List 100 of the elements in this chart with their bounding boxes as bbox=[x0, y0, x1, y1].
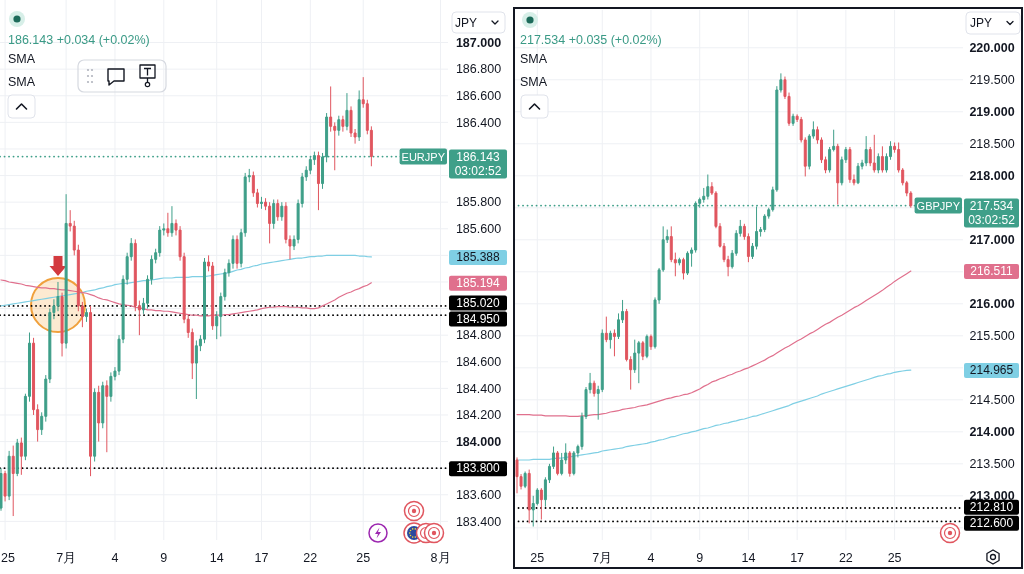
text: 216.511 bbox=[970, 264, 1014, 279]
x-tick-label: 8月 bbox=[430, 551, 451, 565]
line-series bbox=[516, 369, 912, 461]
candlestick bbox=[791, 113, 795, 127]
ref-line-label: 183.800 bbox=[456, 461, 501, 476]
text: 185.388 bbox=[456, 250, 501, 265]
text: 186.143 bbox=[456, 149, 501, 164]
candlestick bbox=[641, 340, 645, 361]
candlestick bbox=[3, 470, 7, 502]
y-tick-label: 187.000 bbox=[455, 35, 502, 50]
annotation: SMA bbox=[520, 75, 548, 89]
x-tick-label: 4 bbox=[111, 551, 119, 565]
y-tick-label: 215.500 bbox=[969, 329, 1015, 344]
candlestick bbox=[649, 334, 653, 351]
y-axis-title: JPY bbox=[970, 16, 993, 30]
y-tick-label: 184.800 bbox=[455, 328, 502, 343]
candlestick bbox=[608, 330, 612, 350]
text: 186.143 +0.034 (+0.02%) bbox=[8, 33, 150, 47]
y-axis-title: JPY bbox=[455, 16, 478, 30]
text: 217.534 +0.035 (+0.02%) bbox=[520, 33, 662, 47]
y-tick-label: 214.500 bbox=[969, 393, 1015, 408]
candlestick bbox=[268, 201, 272, 244]
line-series bbox=[516, 270, 912, 418]
candlestick bbox=[101, 381, 105, 429]
x-tick-label: 22 bbox=[838, 551, 853, 565]
y-tick-label: 184.600 bbox=[455, 355, 502, 370]
candlestick bbox=[677, 257, 681, 266]
line-series bbox=[0, 254, 372, 307]
annotation: SMA bbox=[8, 52, 36, 66]
x-tick-label: 9 bbox=[160, 551, 168, 565]
x-tick-label: 14 bbox=[209, 551, 224, 565]
candlestick bbox=[686, 250, 690, 276]
candlestick bbox=[19, 437, 23, 476]
candlestick bbox=[280, 201, 284, 222]
candlestick bbox=[357, 89, 361, 142]
candlestick bbox=[568, 450, 572, 478]
y-tick-label: 186.800 bbox=[455, 62, 502, 77]
candlestick bbox=[166, 212, 170, 238]
y-tick-label: 213.500 bbox=[969, 457, 1015, 472]
x-tick-label: 17 bbox=[790, 551, 805, 565]
candlestick bbox=[259, 196, 263, 210]
x-tick-label: 25 bbox=[530, 551, 545, 565]
y-tick-label: 220.000 bbox=[969, 41, 1015, 56]
ref-line-label: 212.810 bbox=[969, 500, 1014, 515]
candlestick bbox=[856, 162, 860, 185]
ref-line-label: EURJPY bbox=[401, 150, 446, 163]
candlestick bbox=[15, 438, 19, 477]
candlestick bbox=[592, 380, 596, 398]
candlestick bbox=[7, 450, 11, 501]
x-tick-label: 17 bbox=[254, 551, 269, 565]
y-tick-label: 185.800 bbox=[455, 195, 502, 210]
ref-line-label: 184.950 bbox=[456, 311, 501, 326]
annotation: SMA bbox=[8, 75, 36, 89]
y-tick-label: 218.000 bbox=[969, 169, 1015, 184]
y-tick-label: 218.500 bbox=[969, 137, 1015, 152]
candlestick bbox=[235, 234, 239, 270]
candlestick bbox=[864, 135, 868, 167]
candlestick bbox=[109, 371, 113, 403]
candlestick bbox=[64, 193, 68, 349]
candlestick bbox=[880, 145, 884, 174]
ref-line-label: 212.600 bbox=[969, 516, 1014, 531]
y-tick-label: 184.400 bbox=[455, 381, 502, 396]
y-tick-label: 219.000 bbox=[969, 105, 1015, 120]
y-tick-label: 186.600 bbox=[455, 89, 502, 104]
candlestick bbox=[345, 92, 349, 131]
y-tick-label: 185.600 bbox=[455, 222, 502, 237]
ref-line-label: GBPJPY bbox=[916, 199, 961, 212]
y-tick-label: 183.600 bbox=[455, 488, 502, 503]
candlestick bbox=[337, 115, 341, 137]
candlestick bbox=[876, 152, 880, 174]
candlestick bbox=[276, 199, 280, 222]
x-tick-label: 14 bbox=[741, 551, 756, 565]
x-tick-label: 25 bbox=[1, 551, 15, 565]
y-tick-label: 214.000 bbox=[969, 425, 1015, 440]
text: 214.965 bbox=[969, 363, 1014, 378]
x-tick-label: 25 bbox=[356, 551, 371, 565]
text: 217.534 bbox=[969, 198, 1014, 213]
text: 03:02:52 bbox=[968, 212, 1016, 227]
candlestick bbox=[706, 174, 710, 200]
y-tick-label: 186.400 bbox=[455, 115, 502, 130]
candlestick bbox=[105, 379, 109, 453]
candlestick bbox=[523, 471, 527, 489]
x-tick-label: 7月 bbox=[56, 551, 77, 565]
text: 03:02:52 bbox=[454, 163, 502, 178]
candlestick bbox=[872, 134, 876, 174]
candlestick bbox=[836, 143, 840, 206]
candlestick bbox=[527, 469, 531, 524]
candlestick bbox=[612, 328, 616, 357]
candlestick bbox=[11, 445, 15, 517]
candlestick bbox=[60, 292, 64, 357]
y-tick-label: 219.500 bbox=[969, 73, 1015, 88]
candlestick bbox=[539, 487, 543, 521]
candlestick bbox=[272, 199, 276, 230]
candlestick bbox=[848, 146, 852, 184]
y-tick-label: 216.000 bbox=[969, 297, 1015, 312]
candlestick bbox=[84, 308, 88, 323]
candlestick bbox=[97, 385, 101, 443]
candlestick bbox=[681, 257, 685, 280]
candlestick bbox=[194, 339, 198, 400]
y-tick-label: 217.000 bbox=[969, 233, 1015, 248]
